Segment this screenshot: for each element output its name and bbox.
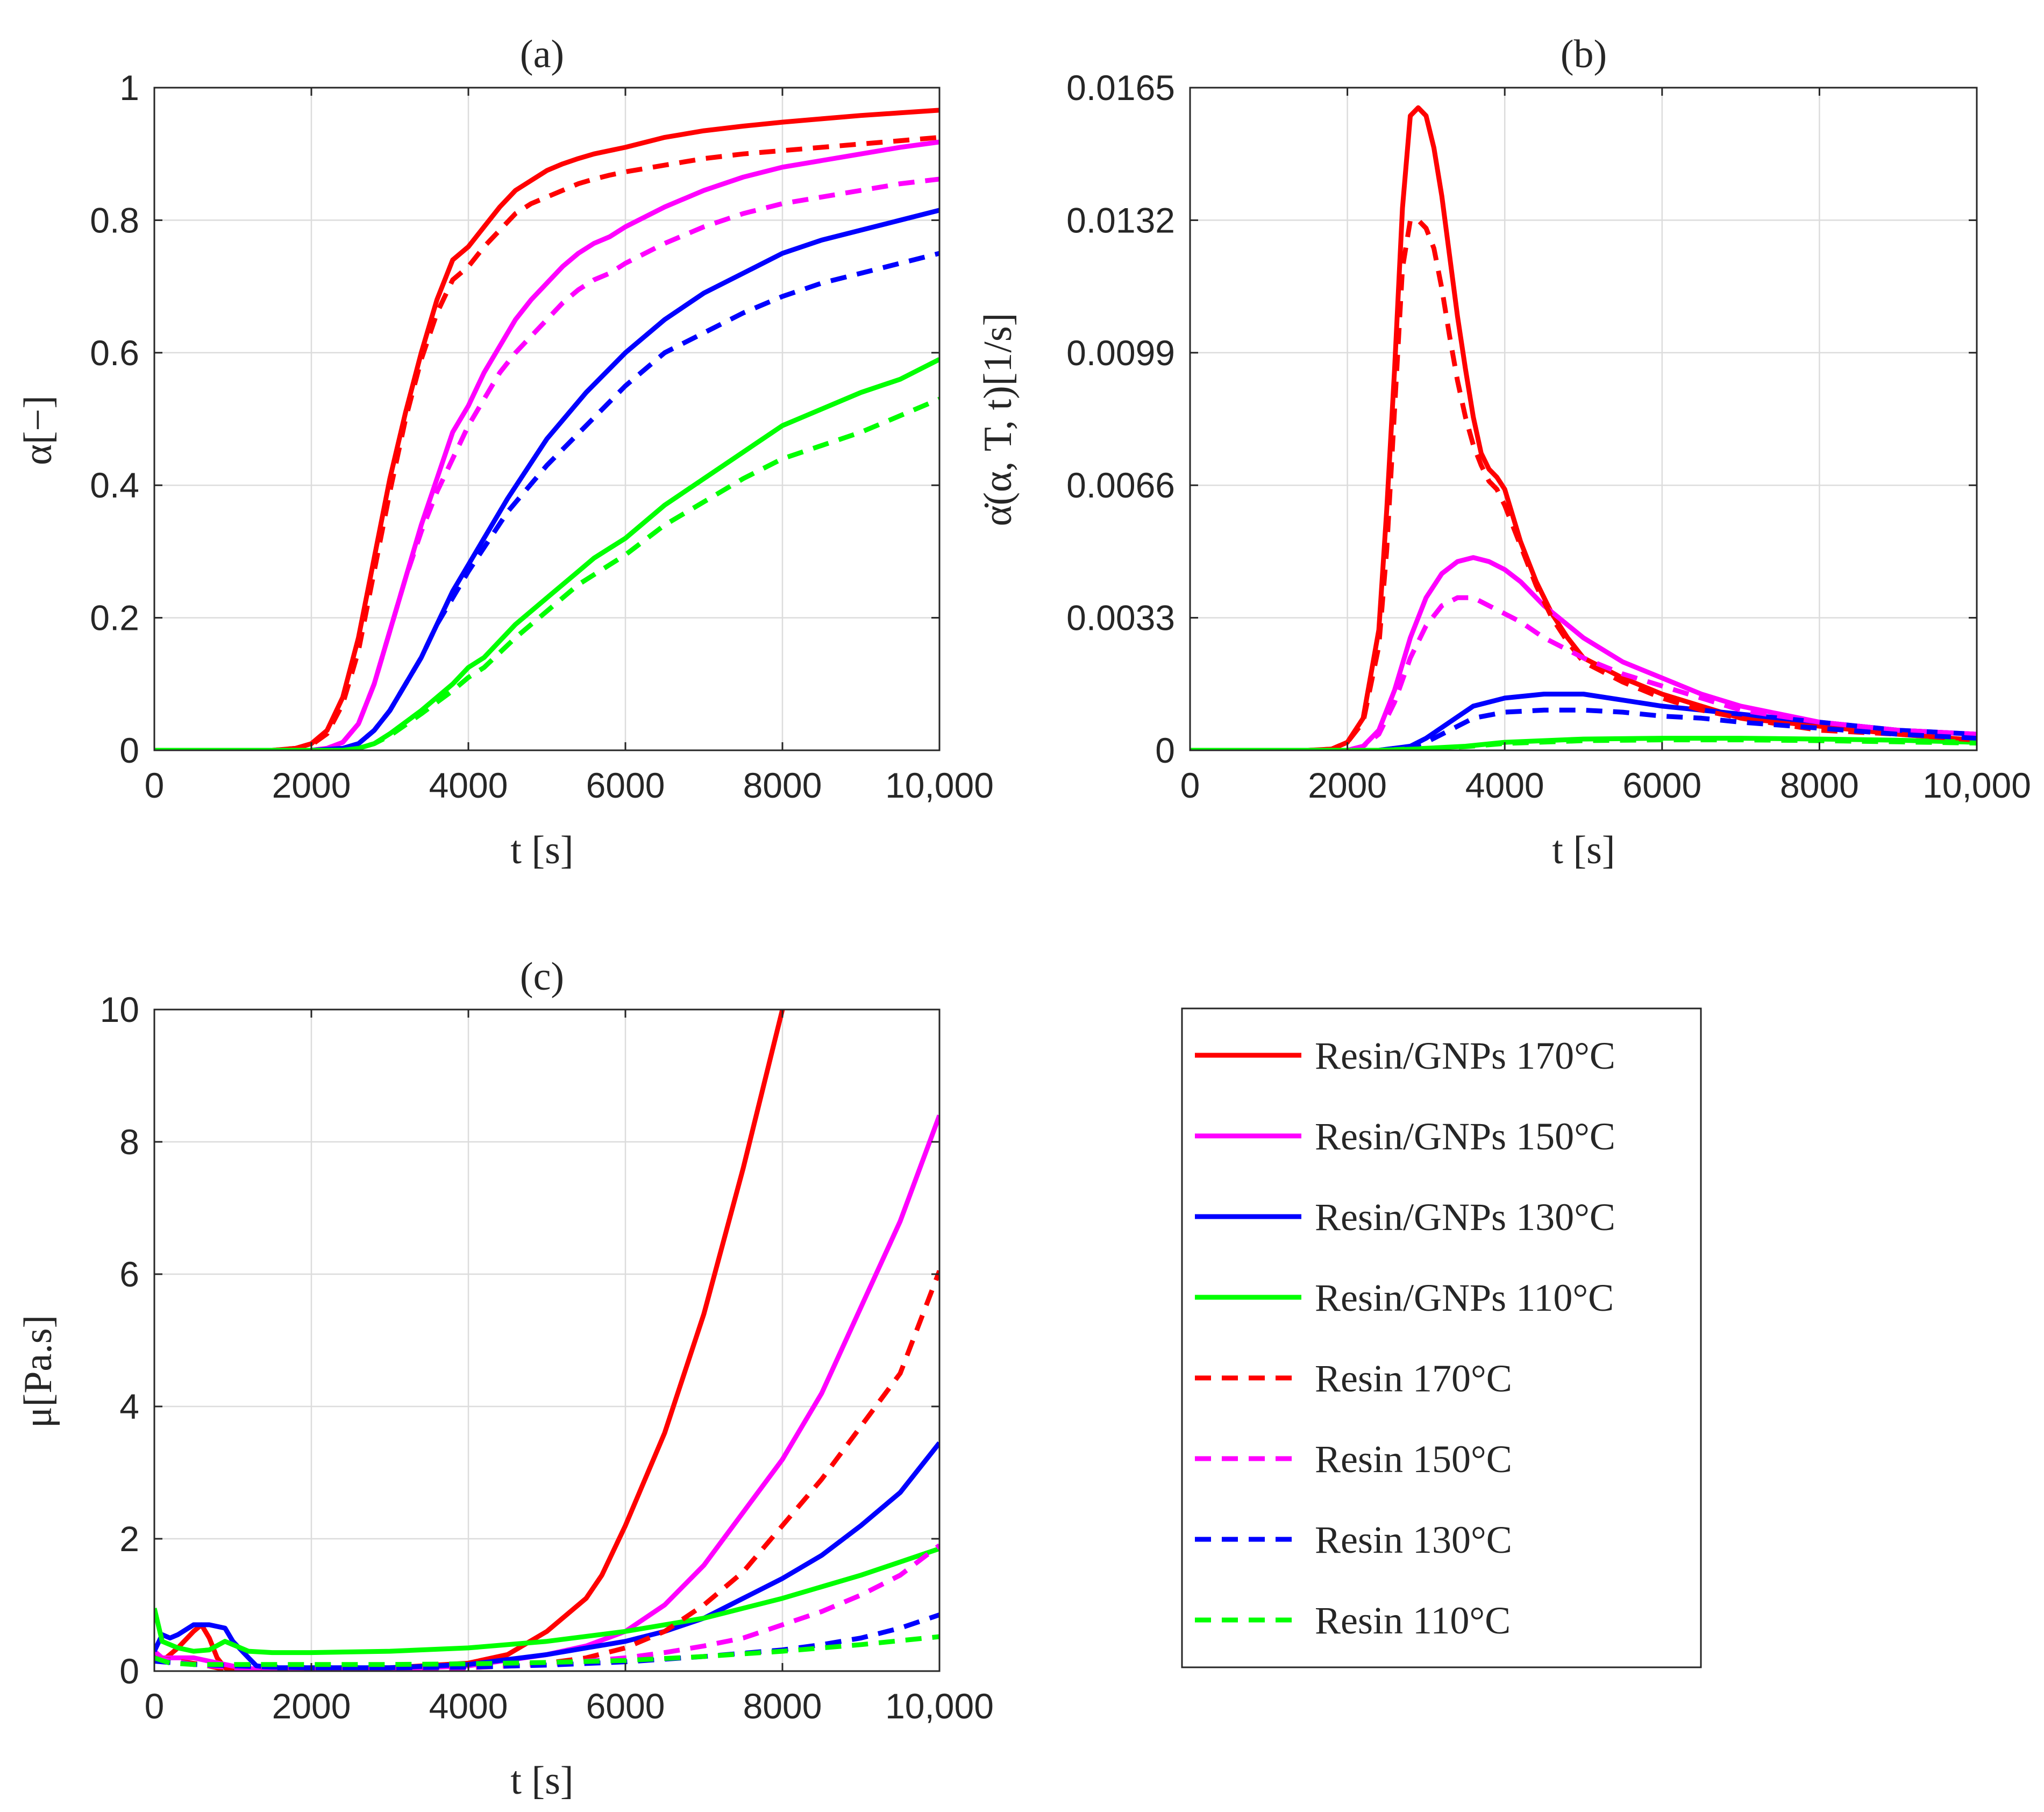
panel-c-series-resin-110-c — [154, 1634, 939, 1667]
panel-a-y-tick-label-3: 0.6 — [90, 333, 139, 373]
panel-a-x-tick-label-1: 2000 — [272, 765, 351, 805]
panel-a-xlabel: t [s] — [510, 828, 573, 872]
panel-c-plot-area — [154, 1010, 939, 1671]
panel-b-y-tick-label-3: 0.0099 — [1066, 333, 1175, 373]
panel-c-xlabel: t [s] — [510, 1759, 573, 1803]
panel-c-y-tick-label-5: 10 — [100, 990, 139, 1029]
panel-b-x-tick-label-0: 0 — [1180, 765, 1200, 805]
panel-c-ylabel: μ[Pa.s] — [16, 1315, 60, 1428]
panel-a-x-tick-label-4: 8000 — [743, 765, 822, 805]
panel-b-x-tick-label-3: 6000 — [1622, 765, 1701, 805]
panel-b: (b) t [s] α̇(α, T, t)[1/s] 0 2000 4000 6000… — [976, 32, 2031, 872]
panel-a-series-resin-170-c — [154, 134, 939, 750]
panel-c-x-tick-label-0: 0 — [145, 1686, 165, 1726]
panel-b-series-resin-110-c — [1190, 737, 1977, 750]
panel-b-plot-area — [1190, 88, 1977, 750]
legend-label-6: Resin 130°C — [1315, 1518, 1512, 1561]
panel-a-axes-box — [153, 87, 941, 751]
panel-a-ylabel: α[−] — [16, 395, 60, 465]
panel-a-y-tick-label-1: 0.2 — [90, 598, 139, 638]
panel-b-y-tick-label-5: 0.0165 — [1066, 68, 1175, 108]
legend-label-0: Resin/GNPs 170°C — [1315, 1034, 1615, 1077]
panel-b-ylabel: α̇(α, T, t)[1/s] — [976, 313, 1020, 527]
legend-label-7: Resin 110°C — [1315, 1599, 1511, 1642]
panel-c-series-resin-150-c — [154, 1543, 939, 1671]
panel-a-y-tick-label-2: 0.4 — [90, 465, 139, 505]
panel-c-x-tick-label-1: 2000 — [272, 1686, 351, 1726]
panel-c-title: (c) — [520, 955, 564, 999]
panel-c-y-tick-label-0: 0 — [119, 1651, 139, 1691]
panel-c-y-tick-label-3: 6 — [119, 1254, 139, 1294]
panel-b-series-resin-130-c — [1190, 707, 1977, 750]
panel-b-y-tick-label-1: 0.0033 — [1066, 598, 1175, 638]
panel-a: (a) t [s] α[−] 0 2000 4000 6000 8000 10,000 0 0… — [16, 32, 994, 872]
panel-a-series-resin-130-c — [154, 251, 939, 750]
legend-label-1: Resin/GNPs 150°C — [1315, 1115, 1615, 1158]
panel-a-x-tick-label-5: 10,000 — [885, 765, 994, 805]
panel-a-y-tick-label-0: 0 — [119, 730, 139, 770]
legend: Resin/GNPs 170°C Resin/GNPs 150°C Resin/GN… — [1181, 1007, 1702, 1668]
panel-b-y-tick-label-4: 0.0132 — [1066, 200, 1175, 240]
legend-label-5: Resin 150°C — [1315, 1438, 1512, 1481]
panel-a-x-tick-label-2: 4000 — [429, 765, 508, 805]
panel-a-y-tick-label-4: 0.8 — [90, 200, 139, 240]
panel-b-title: (b) — [1561, 32, 1607, 76]
panel-b-axes-box — [1189, 87, 1978, 751]
panel-c-y-tick-label-2: 4 — [119, 1387, 139, 1426]
legend-label-4: Resin 170°C — [1315, 1357, 1512, 1400]
panel-b-y-tick-label-0: 0 — [1155, 730, 1175, 770]
panel-b-x-tick-label-2: 4000 — [1465, 765, 1544, 805]
panel-c-series-resin-gnps-110-c — [154, 1546, 939, 1655]
legend-label-3: Resin/GNPs 110°C — [1315, 1276, 1614, 1319]
panel-b-x-tick-label-1: 2000 — [1308, 765, 1387, 805]
panel-a-series-resin-150-c — [154, 176, 939, 750]
panel-c-series-resin-gnps-130-c — [154, 1441, 939, 1671]
panel-b-x-tick-label-5: 10,000 — [1922, 765, 2031, 805]
panel-a-x-tick-label-0: 0 — [145, 765, 165, 805]
panel-c-y-tick-label-4: 8 — [119, 1122, 139, 1162]
panel-c-x-tick-label-5: 10,000 — [885, 1686, 994, 1726]
panel-a-y-tick-label-5: 1 — [119, 68, 139, 108]
panel-b-series-resin-gnps-150-c — [1190, 555, 1977, 750]
panel-c-axes-box — [153, 1008, 941, 1672]
panel-c-x-tick-label-3: 6000 — [586, 1686, 665, 1726]
panel-a-series-resin-110-c — [154, 396, 939, 750]
legend-box — [1181, 1007, 1702, 1668]
panel-c-x-tick-label-2: 4000 — [429, 1686, 508, 1726]
panel-c: (c) t [s] μ[Pa.s] 0 2000 4000 6000 8000 10,00… — [16, 955, 994, 1803]
panel-c-y-tick-label-1: 2 — [119, 1519, 139, 1559]
panel-a-series-resin-gnps-110-c — [154, 357, 939, 750]
panel-a-x-tick-label-3: 6000 — [586, 765, 665, 805]
legend-label-2: Resin/GNPs 130°C — [1315, 1196, 1615, 1239]
panel-b-series-resin-170-c — [1190, 217, 1977, 750]
panel-b-x-tick-label-4: 8000 — [1780, 765, 1859, 805]
panel-a-title: (a) — [520, 32, 564, 76]
panel-a-plot-area — [154, 88, 939, 750]
panel-c-x-tick-label-4: 8000 — [743, 1686, 822, 1726]
panel-b-y-tick-label-2: 0.0066 — [1066, 465, 1175, 505]
panel-b-xlabel: t [s] — [1552, 828, 1615, 872]
